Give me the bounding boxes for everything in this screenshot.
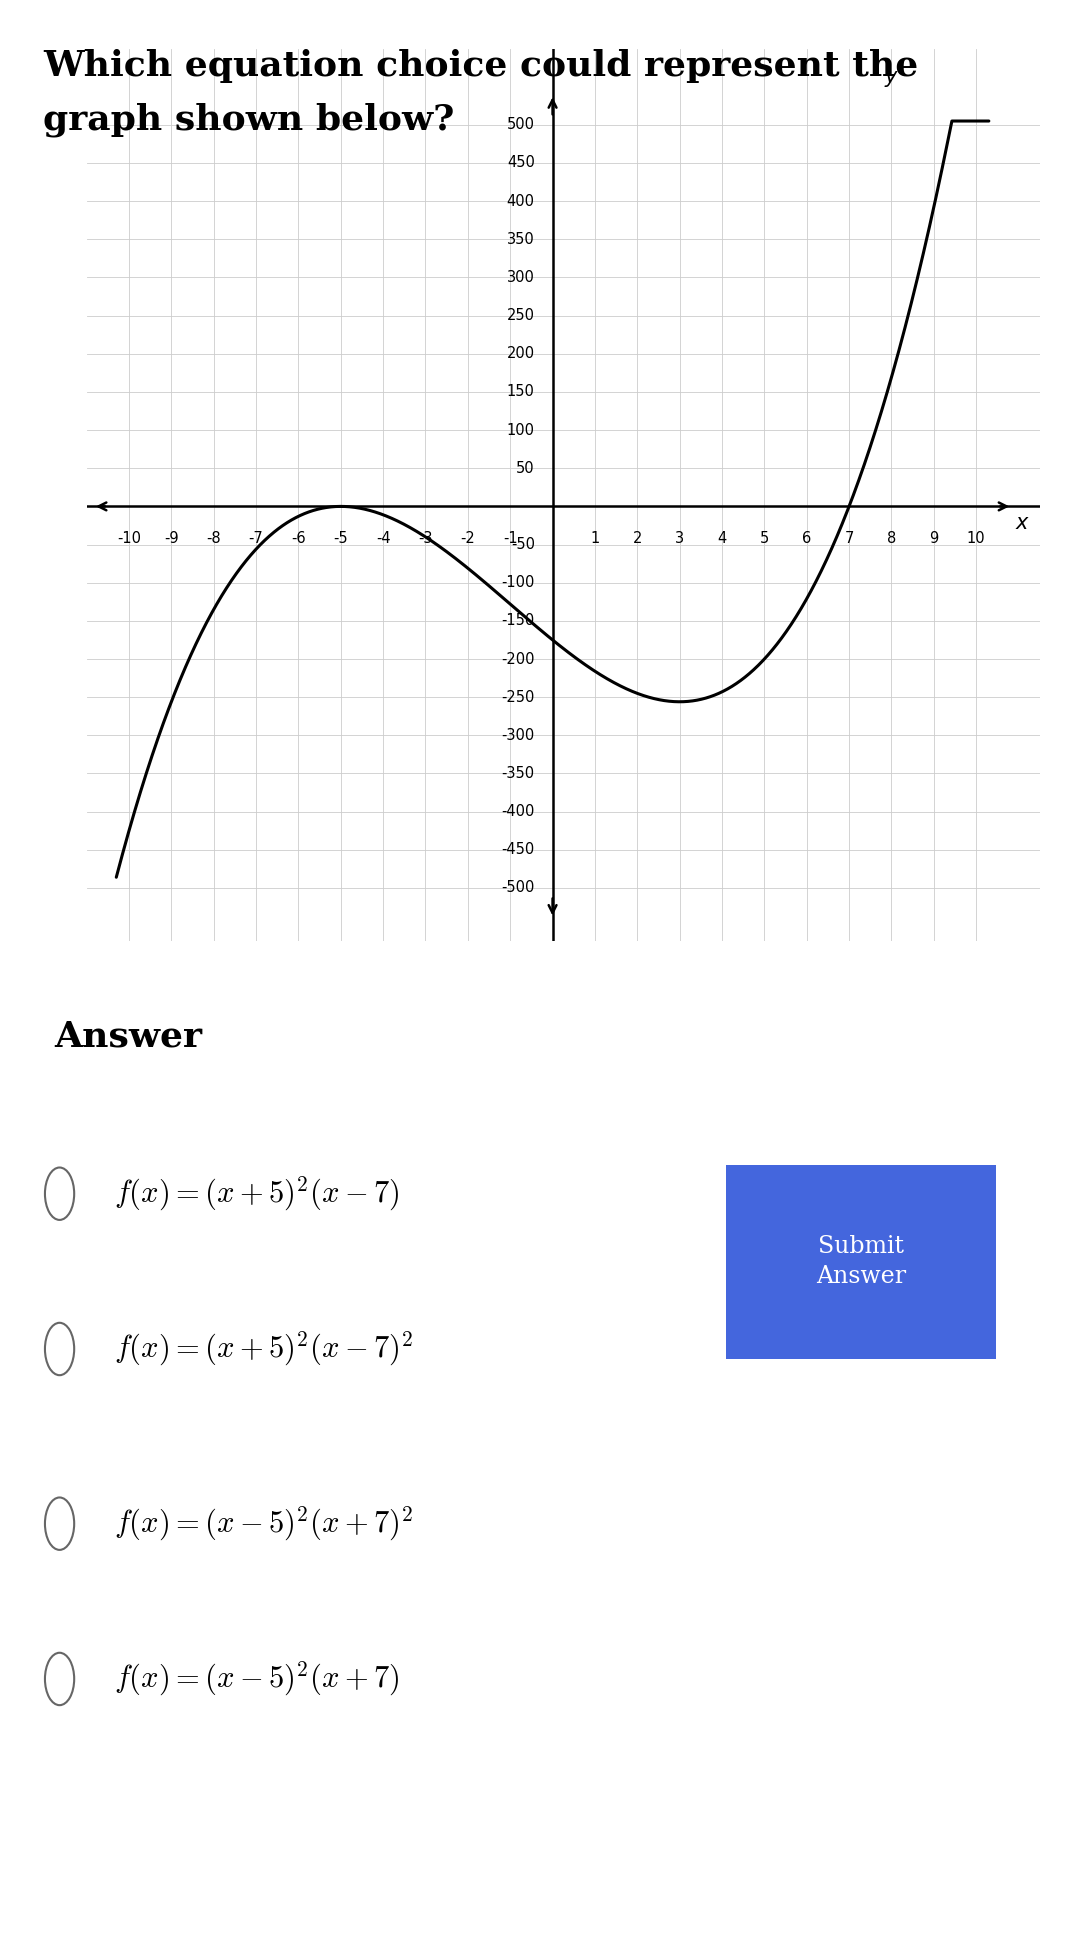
Text: $x$: $x$ bbox=[1015, 512, 1030, 534]
Text: $y$: $y$ bbox=[884, 70, 899, 89]
Text: 1: 1 bbox=[590, 530, 600, 545]
Text: -400: -400 bbox=[501, 804, 535, 819]
Text: $f(x) = (x-5)^2(x+7)$: $f(x) = (x-5)^2(x+7)$ bbox=[114, 1660, 400, 1698]
Text: -150: -150 bbox=[501, 613, 535, 629]
Text: -4: -4 bbox=[376, 530, 391, 545]
Text: $f(x) = (x+5)^2(x-7)$: $f(x) = (x+5)^2(x-7)$ bbox=[114, 1174, 400, 1213]
Text: -7: -7 bbox=[249, 530, 263, 545]
Text: -2: -2 bbox=[460, 530, 475, 545]
Text: -8: -8 bbox=[207, 530, 221, 545]
Text: Answer: Answer bbox=[54, 1019, 203, 1054]
Text: -250: -250 bbox=[501, 689, 535, 705]
Text: 4: 4 bbox=[717, 530, 727, 545]
Text: -100: -100 bbox=[501, 575, 535, 590]
Text: 350: 350 bbox=[507, 231, 535, 247]
Text: 8: 8 bbox=[887, 530, 896, 545]
Text: -200: -200 bbox=[501, 652, 535, 666]
Text: $f(x) = (x+5)^2(x-7)^2$: $f(x) = (x+5)^2(x-7)^2$ bbox=[114, 1330, 413, 1368]
Text: -10: -10 bbox=[117, 530, 141, 545]
Text: -3: -3 bbox=[418, 530, 433, 545]
Text: -50: -50 bbox=[511, 538, 535, 551]
Text: 100: 100 bbox=[507, 423, 535, 437]
Text: graph shown below?: graph shown below? bbox=[43, 103, 455, 138]
Text: 2: 2 bbox=[632, 530, 642, 545]
Text: -450: -450 bbox=[501, 842, 535, 858]
FancyBboxPatch shape bbox=[715, 1157, 1007, 1366]
Text: Which equation choice could represent the: Which equation choice could represent th… bbox=[43, 49, 918, 83]
Text: 400: 400 bbox=[507, 194, 535, 208]
Text: Submit
Answer: Submit Answer bbox=[815, 1234, 906, 1289]
Text: 200: 200 bbox=[507, 345, 535, 361]
Text: 300: 300 bbox=[507, 270, 535, 285]
Text: 50: 50 bbox=[517, 460, 535, 476]
Text: 10: 10 bbox=[967, 530, 986, 545]
Text: -1: -1 bbox=[503, 530, 518, 545]
Text: -350: -350 bbox=[501, 767, 535, 780]
Text: -500: -500 bbox=[501, 881, 535, 895]
Text: 3: 3 bbox=[675, 530, 684, 545]
Text: 6: 6 bbox=[803, 530, 811, 545]
Text: -5: -5 bbox=[334, 530, 348, 545]
Text: 9: 9 bbox=[929, 530, 938, 545]
Text: 500: 500 bbox=[507, 116, 535, 132]
Text: 150: 150 bbox=[507, 384, 535, 400]
Text: 250: 250 bbox=[507, 309, 535, 322]
Text: 7: 7 bbox=[845, 530, 853, 545]
Text: 450: 450 bbox=[507, 155, 535, 171]
Text: -300: -300 bbox=[501, 728, 535, 743]
Text: $f(x) = (x-5)^2(x+7)^2$: $f(x) = (x-5)^2(x+7)^2$ bbox=[114, 1504, 413, 1543]
Text: -6: -6 bbox=[291, 530, 305, 545]
Text: -9: -9 bbox=[164, 530, 179, 545]
Text: 5: 5 bbox=[760, 530, 769, 545]
